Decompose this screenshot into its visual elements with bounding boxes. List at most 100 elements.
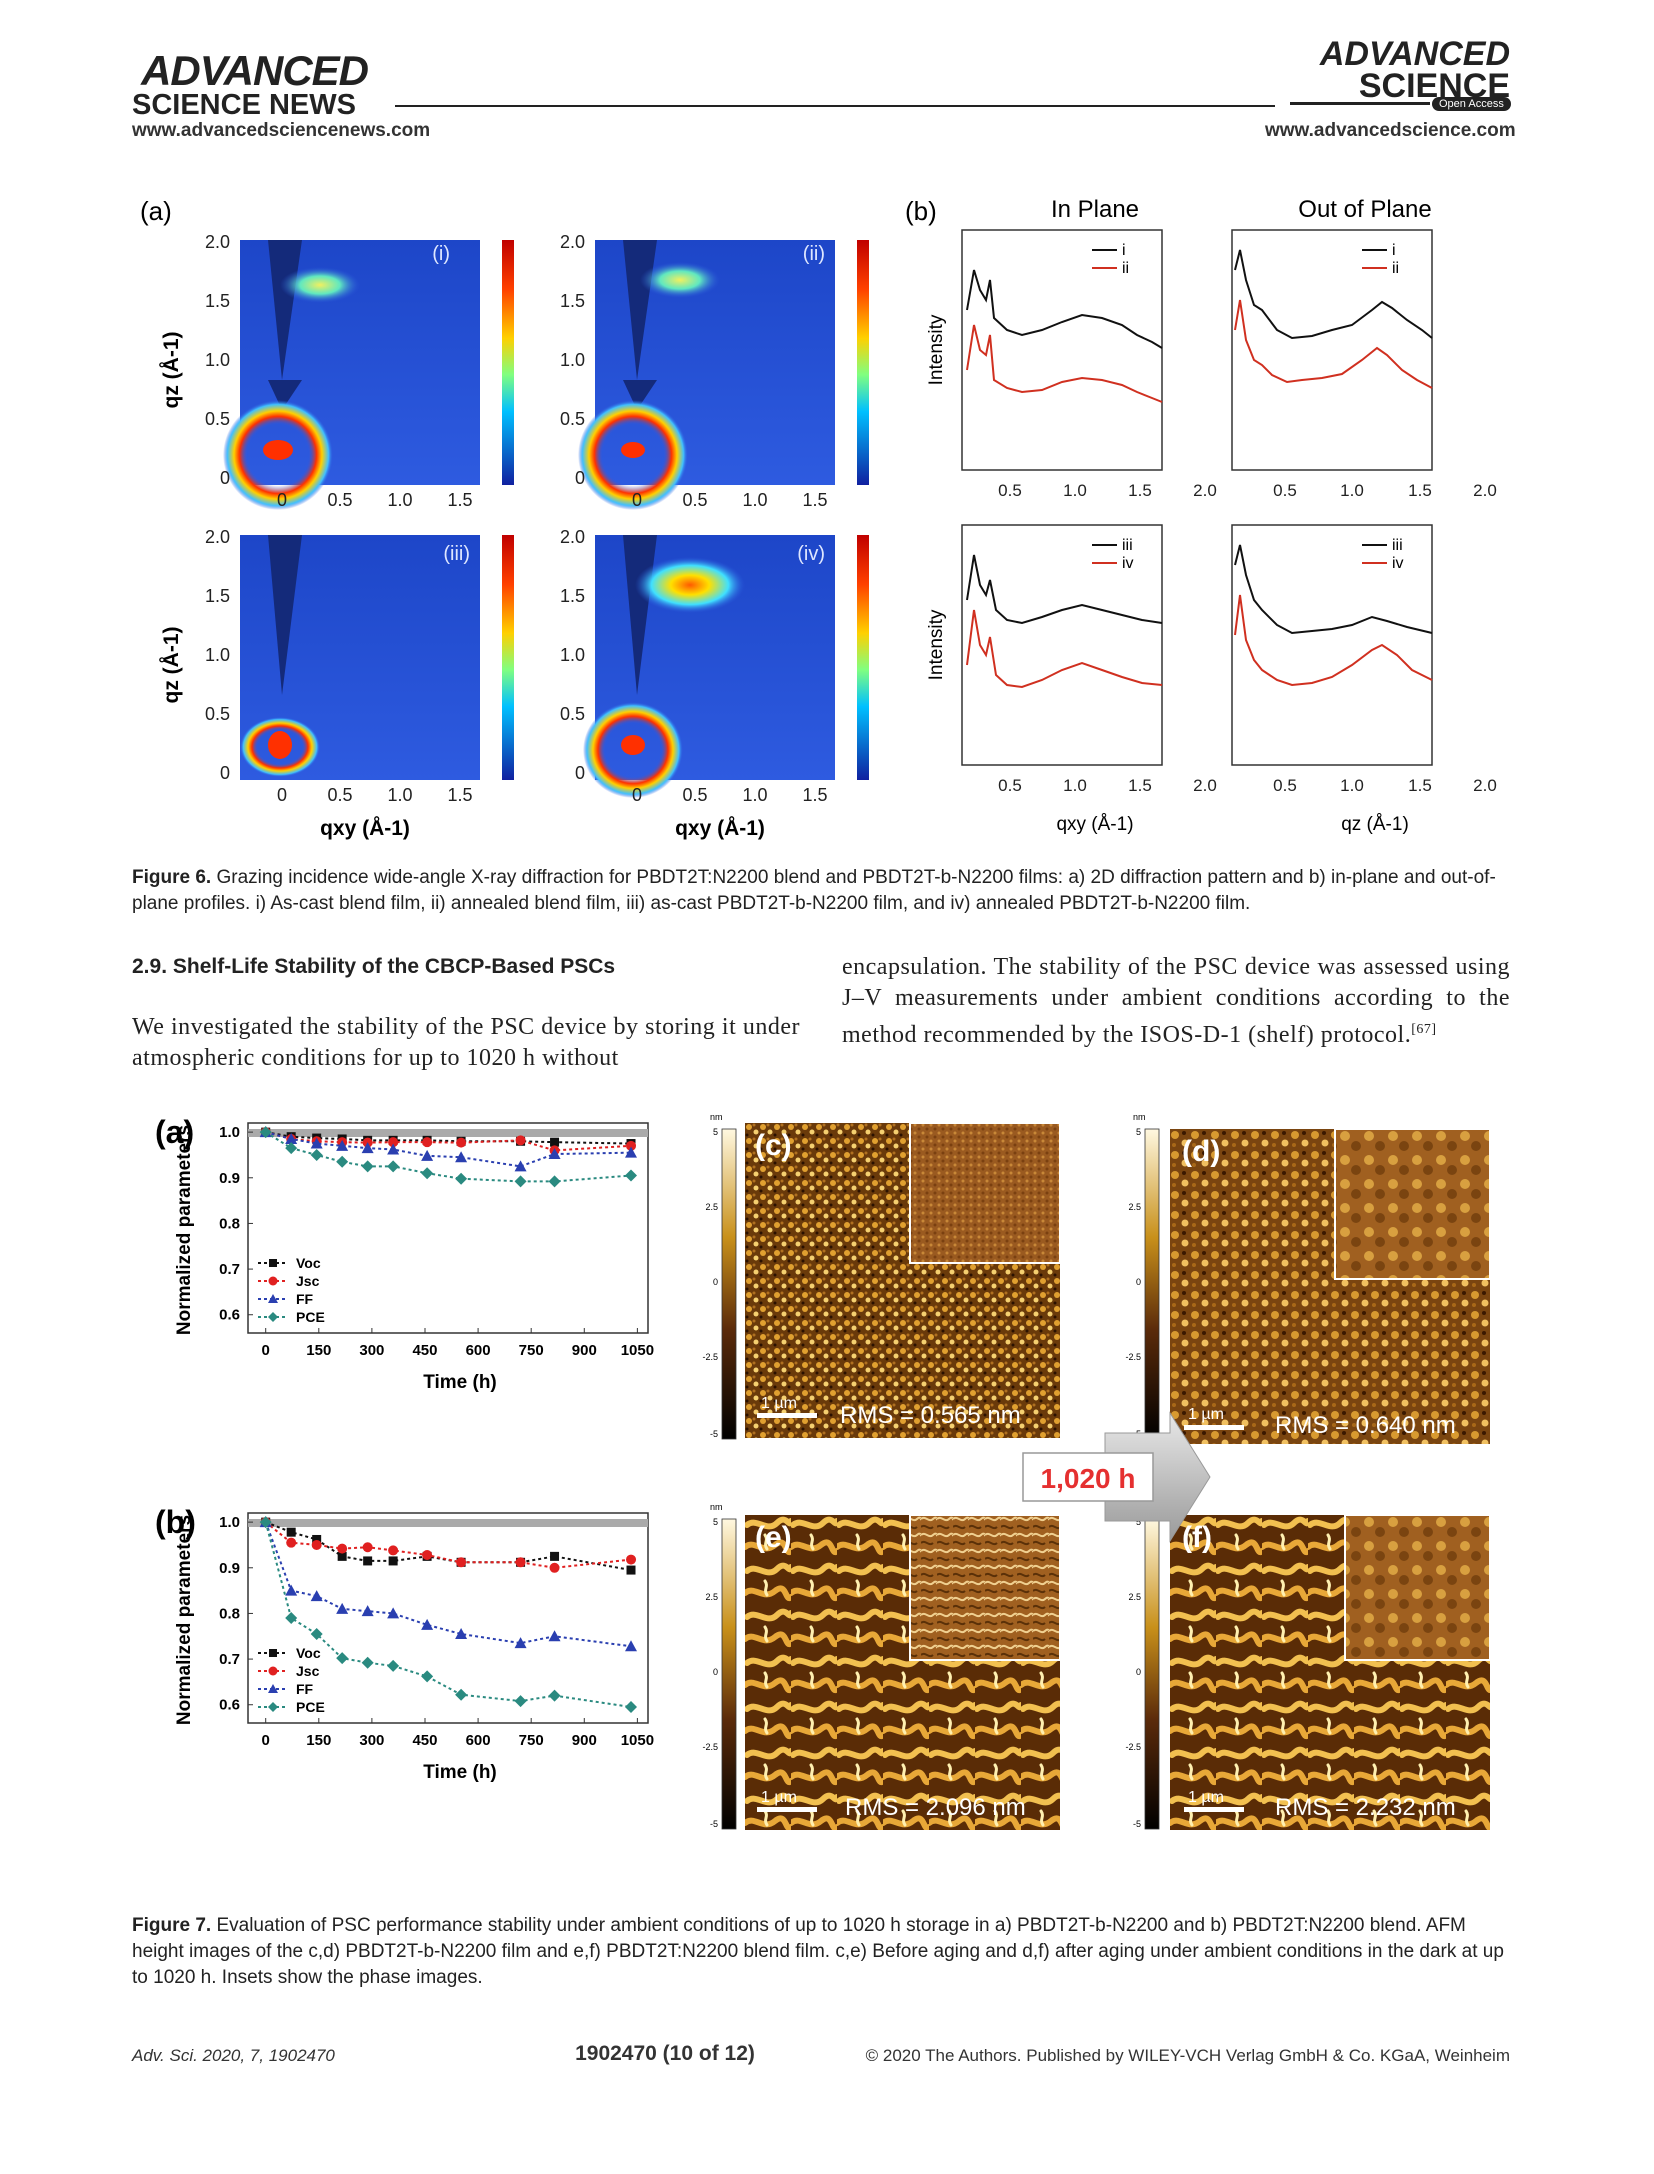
giwaxs-panel-i: (i): [223, 240, 514, 510]
stability-plot-a: (a) 0 150 300 450 600 750 900 10501.00.90.80.70…: [155, 1114, 654, 1359]
rms-c: RMS = 0.565 nm: [840, 1402, 1021, 1429]
aging-arrow: 1,020 h: [1022, 1411, 1211, 1543]
point-pce: [361, 1656, 374, 1669]
b-xtick: 0.5: [1273, 481, 1297, 500]
a-ytick: 0: [220, 468, 230, 488]
cbar-tick: -2.5: [1125, 1352, 1141, 1362]
profile-xticks: 0.5 1.0 1.5 2.0 0.5 1.0 1.5 2.0 0.5 1.0 …: [998, 481, 1497, 795]
b-xtick: 1.0: [1340, 776, 1364, 795]
cbar-tick: 0: [1136, 1277, 1141, 1287]
point-pce: [548, 1689, 561, 1702]
reference-band: [248, 1129, 648, 1137]
cbar-tick: 2.5: [705, 1592, 718, 1602]
panel-label-iii: (iii): [443, 543, 470, 565]
a-xtick: 0: [277, 490, 287, 510]
y-tick-label: 0.9: [219, 1560, 240, 1577]
cbar-tick: 5: [713, 1127, 718, 1137]
header-rule: [395, 105, 1275, 107]
x-tick-label: 450: [412, 1342, 437, 1359]
b-col1-title: In Plane: [1051, 196, 1139, 223]
b-xlabel-outofplane: qz (Å-1): [1341, 814, 1409, 835]
legend-label: PCE: [296, 1309, 325, 1325]
point-pce: [285, 1612, 298, 1624]
legend-marker: [269, 1259, 277, 1267]
b-xtick: 1.5: [1408, 776, 1432, 795]
point-voc: [363, 1556, 373, 1566]
point-jsc: [422, 1137, 433, 1148]
afm-label-f: (f): [1182, 1521, 1212, 1554]
cbar-tick: -2.5: [702, 1352, 718, 1362]
header-url-left[interactable]: www.advancedsciencenews.com: [132, 120, 431, 141]
panel-label-ii: (ii): [803, 243, 825, 265]
a-ytick: 1.5: [560, 586, 585, 606]
plot-b-data: 0 150 300 450 600 750 900 1050 1.0 0.9 0.8 0.7 0.6 Vo…: [219, 1514, 654, 1749]
fig7-label-b: (b): [155, 1504, 196, 1540]
a-ytick: 0.5: [560, 704, 585, 724]
a-xtick: 1.5: [447, 490, 472, 510]
cbar-tick: 5: [1136, 1127, 1141, 1137]
x-tick-label: 0: [262, 1732, 270, 1749]
legend-marker: [268, 1312, 278, 1322]
cbar-tick: 0: [713, 1277, 718, 1287]
point-jsc: [422, 1550, 433, 1560]
y-tick-label: 0.6: [219, 1307, 240, 1324]
legend-marker: [269, 1649, 277, 1657]
b-xtick: 1.5: [1128, 776, 1152, 795]
point-pce: [285, 1142, 298, 1155]
x-tick-label: 1050: [621, 1342, 654, 1359]
point-ff: [514, 1160, 527, 1172]
point-ff: [387, 1143, 400, 1155]
a-ytick: 1.0: [205, 645, 230, 665]
giwaxs-panel-iii: (iii): [240, 535, 514, 780]
point-pce: [361, 1160, 374, 1173]
point-ff: [455, 1151, 468, 1163]
point-ff: [455, 1627, 468, 1639]
reference-link[interactable]: [67]: [1411, 1022, 1437, 1037]
x-tick-label: 300: [359, 1342, 384, 1359]
b-xtick: 0.5: [998, 776, 1022, 795]
header-url-right[interactable]: www.advancedscience.com: [1265, 120, 1516, 141]
a-ytick: 1.5: [205, 291, 230, 311]
ylabel-a: Normalized parameters: [174, 1125, 195, 1335]
figure-6-caption: Figure 6. Grazing incidence wide-angle X…: [132, 865, 1510, 917]
section-heading: 2.9. Shelf-Life Stability of the CBCP-Ba…: [132, 955, 616, 978]
y-tick-label: 0.8: [219, 1605, 240, 1622]
legend-label: Jsc: [296, 1273, 320, 1289]
y-tick-label: 0.9: [219, 1170, 240, 1187]
b-xtick: 1.0: [1063, 481, 1087, 500]
cbar-tick: 2.5: [1128, 1202, 1141, 1212]
a-ytick: 0: [220, 763, 230, 783]
point-pce: [310, 1627, 323, 1640]
b-xtick: 2.0: [1473, 776, 1497, 795]
ylabel-b: Normalized parameters: [174, 1515, 195, 1725]
series-line-pce: [264, 1521, 632, 1709]
afm-image-f: (f) 1 µm RMS = 2.232 nm: [1170, 1514, 1491, 1830]
footer-copyright: © 2020 The Authors. Published by WILEY-V…: [865, 2046, 1510, 2065]
paragraph-right-text: encapsulation. The stability of the PSC …: [842, 954, 1510, 1048]
point-jsc: [388, 1137, 399, 1148]
fig7-label-a: (a): [155, 1114, 194, 1150]
afm-image-c: (c) 1 µm RMS = 0.565 nm: [745, 1122, 1061, 1438]
point-ff: [310, 1137, 323, 1149]
legend-marker: [268, 1684, 278, 1693]
a-xtick: 0: [632, 490, 642, 510]
point-voc: [550, 1551, 560, 1561]
x-tick-label: 600: [466, 1732, 491, 1749]
a-xtick: 1.5: [802, 490, 827, 510]
b-xtick: 1.0: [1063, 776, 1087, 795]
a-xtick: 1.0: [387, 785, 412, 805]
series-line-jsc: [265, 1521, 632, 1569]
x-tick-label: 750: [519, 1342, 544, 1359]
legend-marker: [268, 1294, 278, 1303]
cbar-tick: 0: [1136, 1667, 1141, 1677]
point-pce: [387, 1659, 400, 1672]
cbar-tick: -2.5: [1125, 1742, 1141, 1752]
plot-a-data: 0 150 300 450 600 750 900 1050 1.0 0.9 0.8 0.7 0.6 Vo…: [219, 1124, 654, 1359]
fig6-caption-text: Grazing incidence wide-angle X-ray diffr…: [132, 867, 1496, 914]
a-ytick: 2.0: [205, 232, 230, 252]
b-xtick: 1.5: [1128, 481, 1152, 500]
scale-bar: [1184, 1807, 1244, 1812]
cbar-tick: 5: [713, 1517, 718, 1527]
legend-marker: [268, 1276, 278, 1286]
legend-ii: ii: [1122, 260, 1129, 277]
